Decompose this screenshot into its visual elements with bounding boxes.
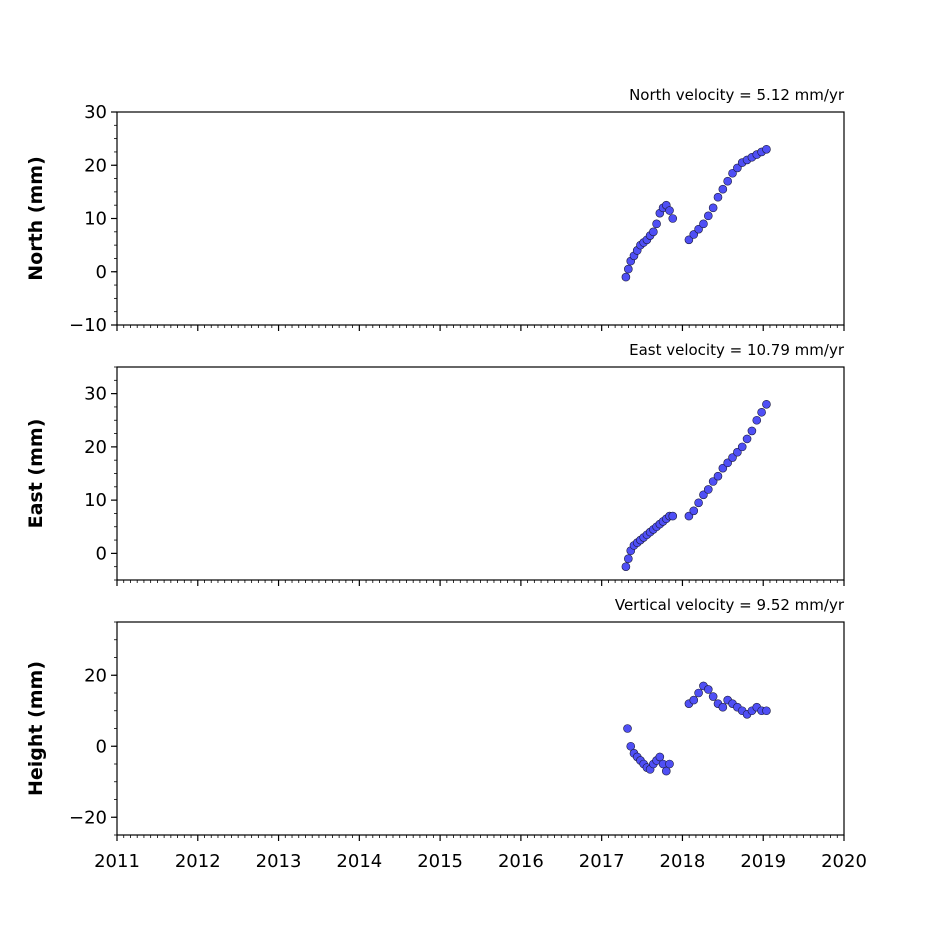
east-point <box>624 554 633 564</box>
north-point <box>733 163 742 173</box>
east-point <box>708 477 718 486</box>
height-ylabel: Height (mm) <box>25 661 47 796</box>
height-xtick-label: 2012 <box>175 851 221 872</box>
east-point <box>699 490 708 500</box>
height-xtick-label: 2014 <box>336 851 382 872</box>
north-ytick-label: 20 <box>84 155 107 176</box>
east-ylabel: East (mm) <box>25 419 47 529</box>
north-point <box>723 176 732 186</box>
height-xtick-label: 2016 <box>498 851 544 872</box>
height-panel: 2011 2012 2013 2014 2015 2016 2017 2018 2019 2020… <box>25 596 867 872</box>
east-axes-frame <box>116 366 845 581</box>
east-panel: 0 10 20 30 East (mm) East velocity = 10.79 mm… <box>25 341 845 586</box>
north-point <box>689 230 699 239</box>
height-ytick-label: 20 <box>84 665 107 686</box>
east-point <box>684 511 694 521</box>
height-axes-frame <box>116 621 845 836</box>
north-point <box>621 272 631 282</box>
east-point <box>703 485 713 494</box>
north-point <box>718 184 728 194</box>
height-velocity-annotation: Vertical velocity = 9.52 mm/yr <box>615 596 845 614</box>
north-ytick-label: 10 <box>84 209 107 230</box>
height-ytick-label: −20 <box>69 807 107 828</box>
east-point <box>718 463 728 473</box>
height-xtick-label: 2020 <box>821 851 867 872</box>
height-point <box>718 702 728 712</box>
height-point <box>703 685 713 694</box>
height-xtick-label: 2011 <box>94 851 140 872</box>
height-point <box>708 692 718 701</box>
east-point <box>668 511 678 521</box>
height-point <box>689 695 699 705</box>
north-point <box>728 168 737 178</box>
height-xtick-label: 2018 <box>660 851 706 872</box>
north-point <box>699 219 708 229</box>
east-ytick-label: 0 <box>96 543 107 564</box>
height-point <box>623 724 632 733</box>
height-point <box>655 752 665 762</box>
north-point <box>762 144 771 154</box>
height-ytick-label: 0 <box>96 736 107 757</box>
north-point <box>652 219 661 229</box>
north-point <box>668 214 678 223</box>
east-point <box>723 458 732 468</box>
east-point <box>694 498 703 508</box>
north-panel: −10 0 10 20 30 North (mm) North velocity = 5.1… <box>25 86 845 336</box>
east-point <box>713 471 723 481</box>
north-ytick-label: −10 <box>69 315 107 336</box>
height-point <box>762 706 771 716</box>
east-point <box>742 434 752 444</box>
north-point <box>624 264 633 274</box>
east-point <box>689 506 699 516</box>
north-point <box>649 227 658 237</box>
east-point <box>733 447 742 457</box>
east-point <box>752 415 762 425</box>
north-ytick-label: 0 <box>96 262 107 283</box>
east-points <box>621 399 771 571</box>
east-point <box>621 562 631 571</box>
height-xtick-label: 2015 <box>417 851 463 872</box>
height-point <box>661 766 671 776</box>
north-point <box>713 192 723 202</box>
height-xtick-label: 2013 <box>256 851 302 872</box>
height-points <box>623 681 771 776</box>
height-point <box>665 759 674 769</box>
height-point <box>626 741 636 751</box>
east-velocity-annotation: East velocity = 10.79 mm/yr <box>629 341 845 359</box>
east-ytick-label: 30 <box>84 384 107 405</box>
north-point <box>708 203 718 213</box>
east-ytick-label: 10 <box>84 490 107 511</box>
north-point <box>684 235 694 245</box>
north-point <box>703 211 713 221</box>
north-points <box>621 144 771 282</box>
height-xtick-label: 2017 <box>579 851 625 872</box>
north-point <box>694 224 703 234</box>
east-ytick-label: 20 <box>84 437 107 458</box>
east-point <box>757 407 766 417</box>
east-point <box>728 453 737 462</box>
height-point <box>694 688 703 698</box>
north-ylabel: North (mm) <box>25 156 47 281</box>
north-point <box>665 206 674 215</box>
east-point <box>737 442 747 452</box>
east-point <box>762 399 771 409</box>
height-xtick-label: 2019 <box>740 851 786 872</box>
north-velocity-annotation: North velocity = 5.12 mm/yr <box>629 86 845 104</box>
north-axes-frame <box>116 111 845 326</box>
east-point <box>747 426 757 436</box>
north-ytick-label: 30 <box>84 102 107 123</box>
